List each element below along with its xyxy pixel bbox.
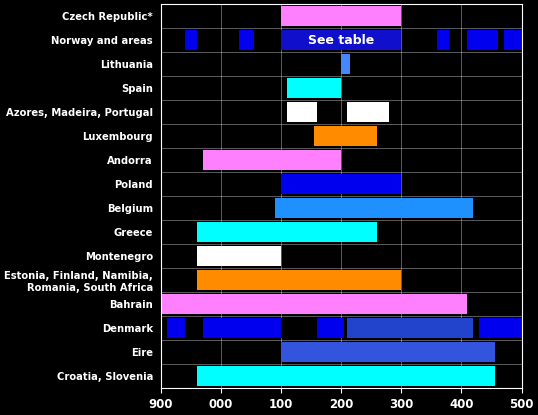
Bar [203,318,281,338]
Bar [197,222,377,242]
Bar [239,30,254,50]
Bar [281,342,494,362]
Bar [167,318,185,338]
Bar [287,103,317,122]
Text: See table: See table [308,34,374,46]
Bar [314,126,377,146]
Bar [347,103,389,122]
Bar [479,318,521,338]
Bar [197,246,281,266]
Bar [437,30,449,50]
Bar [341,54,350,74]
Bar [203,150,341,170]
Bar [197,270,401,290]
Bar [185,30,197,50]
Bar [287,78,341,98]
Bar [281,30,401,50]
Bar [504,30,521,50]
Bar [468,30,498,50]
Bar [326,103,341,122]
Bar [275,198,287,218]
Bar [281,174,401,194]
Bar [317,318,344,338]
Bar [160,294,468,314]
Bar [281,318,317,338]
Bar [347,318,473,338]
Bar [194,318,203,338]
Bar [197,366,494,386]
Bar [281,6,401,26]
Bar [287,198,473,218]
